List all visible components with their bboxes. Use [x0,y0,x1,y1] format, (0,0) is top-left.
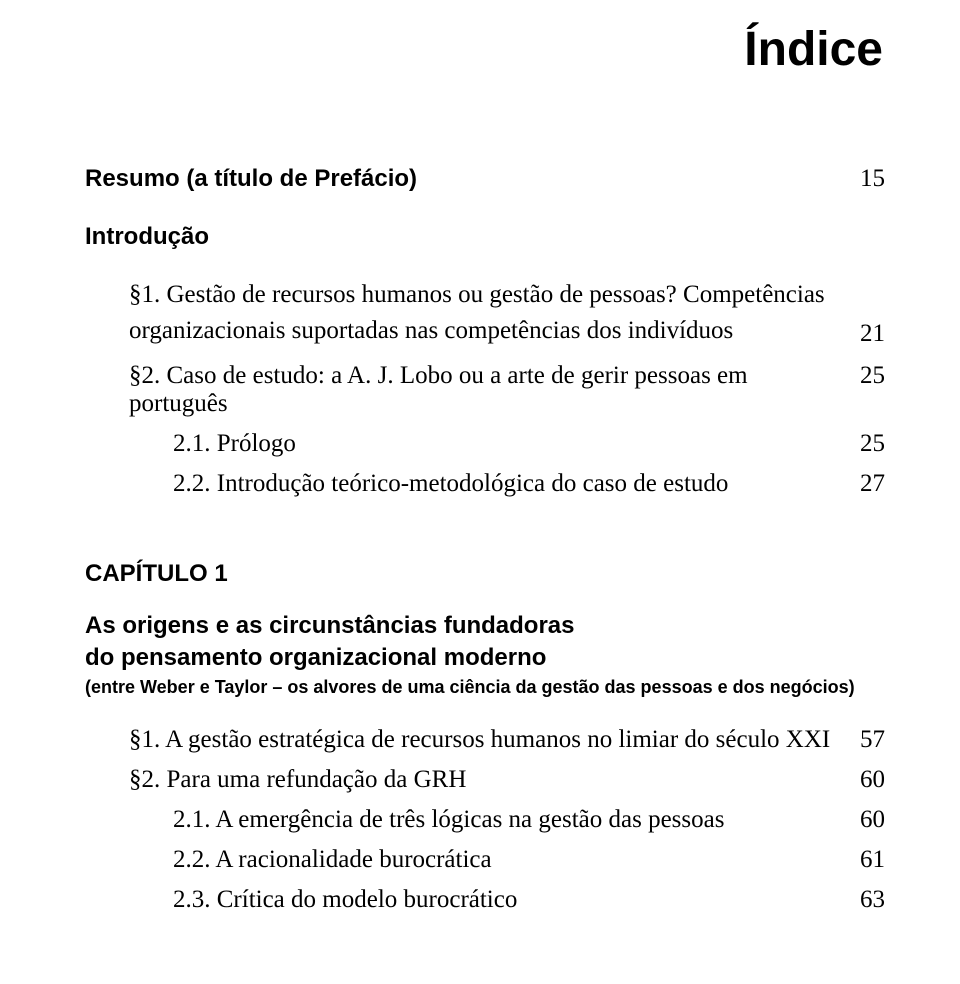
toc-entry-page: 61 [840,846,885,874]
toc-entry-page: 25 [840,362,885,390]
toc-entry-text: 2.1. A emergência de três lógicas na ges… [173,806,724,834]
toc-entry: 2.1. A emergência de três lógicas na ges… [85,806,885,834]
toc-entry-text: 2.1. Prólogo [173,430,296,458]
toc-entry: §2. Para uma refundação da GRH 60 [85,766,885,794]
toc-entry: §2. Caso de estudo: a A. J. Lobo ou a ar… [85,362,885,418]
toc-entry-page: 63 [840,886,885,914]
toc-entry-page: 57 [840,726,885,754]
chapter-title-line2: do pensamento organizacional moderno [85,644,546,671]
toc-entry-line1: §1. Gestão de recursos humanos ou gestão… [129,281,825,308]
page-title: Índice [85,22,885,77]
toc-entry-page: 60 [840,806,885,834]
chapter-label: CAPÍTULO 1 [85,560,885,588]
toc-entry-page: 25 [840,430,885,458]
toc-entry: 2.2. Introdução teórico-metodológica do … [85,470,885,498]
toc-entry: 2.2. A racionalidade burocrática 61 [85,846,885,874]
chapter-subtitle: (entre Weber e Taylor – os alvores de um… [85,676,885,699]
chapter-title: As origens e as circunstâncias fundadora… [85,610,885,675]
toc-resumo-line: Resumo (a título de Prefácio) 15 [85,165,885,193]
chapter-title-line1: As origens e as circunstâncias fundadora… [85,612,575,639]
toc-entry: §1. A gestão estratégica de recursos hum… [85,726,885,754]
toc-entry-page: 27 [840,470,885,498]
toc-entry-text: §1. A gestão estratégica de recursos hum… [129,726,830,754]
toc-entry-text: §1. Gestão de recursos humanos ou gestão… [129,277,825,350]
toc-entry-page: 60 [840,766,885,794]
toc-entry: 2.3. Crítica do modelo burocrático 63 [85,886,885,914]
toc-entry-text: §2. Caso de estudo: a A. J. Lobo ou a ar… [129,362,840,418]
chapter-1-section: CAPÍTULO 1 As origens e as circunstância… [85,560,885,914]
resumo-page: 15 [840,165,885,193]
toc-entry: 2.1. Prólogo 25 [85,430,885,458]
toc-entry-text: §2. Para uma refundação da GRH [129,766,466,794]
toc-entry: §1. Gestão de recursos humanos ou gestão… [85,277,885,350]
introducao-section: Introdução §1. Gestão de recursos humano… [85,223,885,498]
introducao-heading: Introdução [85,223,885,251]
toc-entry-text: 2.2. Introdução teórico-metodológica do … [173,470,728,498]
toc-entry-line2: organizacionais suportadas nas competênc… [129,317,733,344]
toc-entry-text: 2.3. Crítica do modelo burocrático [173,886,517,914]
toc-entry-text: 2.2. A racionalidade burocrática [173,846,492,874]
toc-entry-page: 21 [840,320,885,350]
resumo-text: Resumo (a título de Prefácio) [85,165,417,193]
